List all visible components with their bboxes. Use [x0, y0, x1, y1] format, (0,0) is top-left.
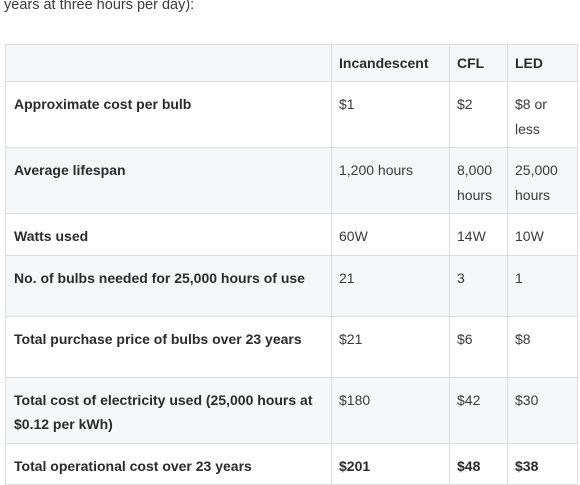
intro-text: years at three hours per day):: [4, 0, 195, 13]
cell-incandescent: $21: [331, 315, 450, 378]
cell-led: $8 or less: [507, 81, 578, 148]
cell-incandescent: $201: [331, 442, 450, 485]
cell-led: 10W: [507, 213, 578, 256]
row-label-average-lifespan: Average lifespan: [5, 147, 332, 214]
cell-incandescent: 60W: [331, 213, 450, 256]
row-label-bulbs-needed: No. of bulbs needed for 25,000 hours of …: [5, 254, 332, 317]
cell-led: $38: [507, 442, 578, 485]
header-corner-cell: [5, 44, 332, 82]
row-label-watts-used: Watts used: [5, 213, 332, 256]
cell-led: $30: [507, 376, 578, 444]
table-row: Average lifespan 1,200 hours 8,000 hours…: [5, 147, 578, 214]
row-label-total-operational-cost: Total operational cost over 23 years: [5, 442, 332, 485]
table-row: Watts used 60W 14W 10W: [5, 213, 578, 256]
cell-led: $8: [507, 315, 578, 378]
cell-cfl: $48: [449, 442, 508, 485]
column-header-cfl: CFL: [449, 44, 508, 82]
cell-led: 25,000 hours: [507, 147, 578, 214]
table-row: No. of bulbs needed for 25,000 hours of …: [5, 254, 578, 317]
cell-cfl: $42: [449, 376, 508, 444]
cell-cfl: 3: [449, 254, 508, 317]
row-label-cost-per-bulb: Approximate cost per bulb: [5, 81, 332, 148]
cell-incandescent: $1: [331, 81, 450, 148]
table-header-row: Incandescent CFL LED: [5, 44, 578, 82]
bulb-comparison-table: Incandescent CFL LED Approximate cost pe…: [5, 44, 578, 485]
cell-led: 1: [507, 254, 578, 317]
row-label-purchase-price: Total purchase price of bulbs over 23 ye…: [5, 315, 332, 378]
cell-incandescent: 21: [331, 254, 450, 317]
table-row: Total operational cost over 23 years $20…: [5, 442, 578, 485]
cell-incandescent: 1,200 hours: [331, 147, 450, 214]
cell-cfl: $2: [449, 81, 508, 148]
table-row: Total cost of electricity used (25,000 h…: [5, 376, 578, 444]
table-row: Total purchase price of bulbs over 23 ye…: [5, 315, 578, 378]
column-header-led: LED: [507, 44, 578, 82]
cell-incandescent: $180: [331, 376, 450, 444]
cell-cfl: 8,000 hours: [449, 147, 508, 214]
column-header-incandescent: Incandescent: [331, 44, 450, 82]
row-label-electricity-cost: Total cost of electricity used (25,000 h…: [5, 376, 332, 444]
cell-cfl: $6: [449, 315, 508, 378]
cell-cfl: 14W: [449, 213, 508, 256]
table-row: Approximate cost per bulb $1 $2 $8 or le…: [5, 81, 578, 148]
